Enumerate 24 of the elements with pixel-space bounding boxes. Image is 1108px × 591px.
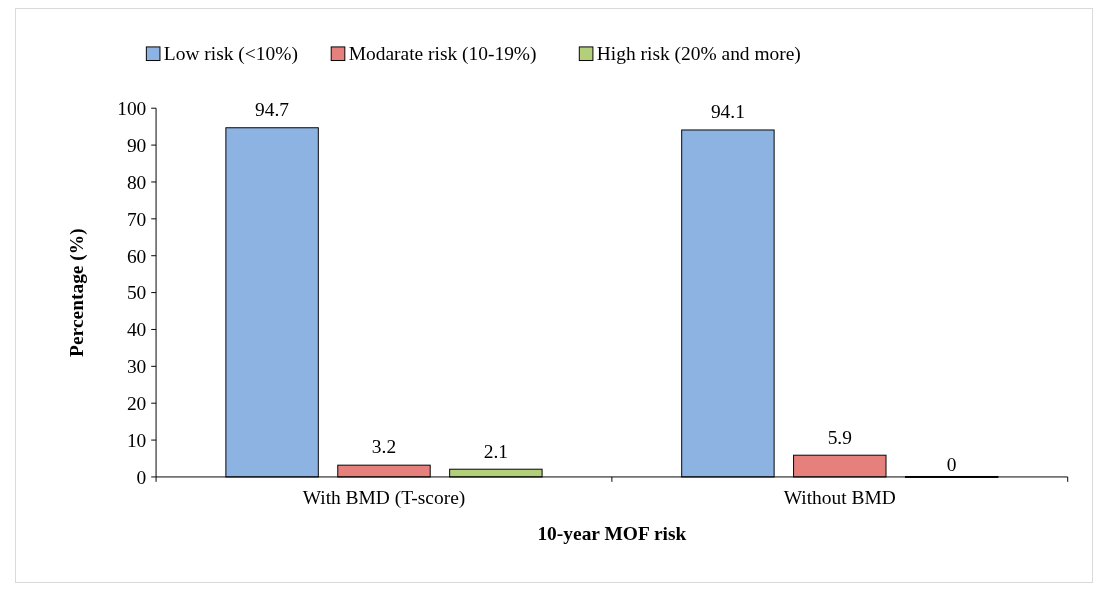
y-tick-label: 40: [126, 319, 147, 341]
y-tick-label: 60: [126, 245, 147, 267]
y-tick-label: 100: [117, 98, 147, 120]
y-tick-label: 50: [126, 282, 147, 304]
legend-label: Low risk (<10%): [163, 42, 298, 65]
legend-label: Modarate risk (10-19%): [348, 42, 537, 65]
y-tick-label: 10: [126, 429, 147, 451]
x-tick-label: With BMD (T-score): [302, 487, 466, 510]
x-axis-title: 10-year MOF risk: [537, 523, 687, 545]
legend-label: High risk (20% and more): [596, 42, 801, 65]
data-label: 2.1: [483, 440, 509, 462]
data-label: 94.7: [255, 99, 290, 121]
data-label: 94.1: [710, 101, 745, 123]
x-tick-label: Without BMD: [783, 487, 896, 509]
y-tick-label: 70: [126, 208, 147, 230]
data-label: 3.2: [371, 436, 397, 458]
y-axis-title: Percentage (%): [66, 228, 89, 357]
y-tick-label: 20: [126, 393, 147, 415]
y-tick-label: 80: [126, 171, 147, 193]
y-tick-label: 0: [136, 466, 147, 488]
y-tick-label: 90: [126, 134, 147, 156]
data-label: 0: [946, 454, 957, 476]
y-tick-label: 30: [126, 356, 147, 378]
data-label: 5.9: [827, 426, 852, 448]
